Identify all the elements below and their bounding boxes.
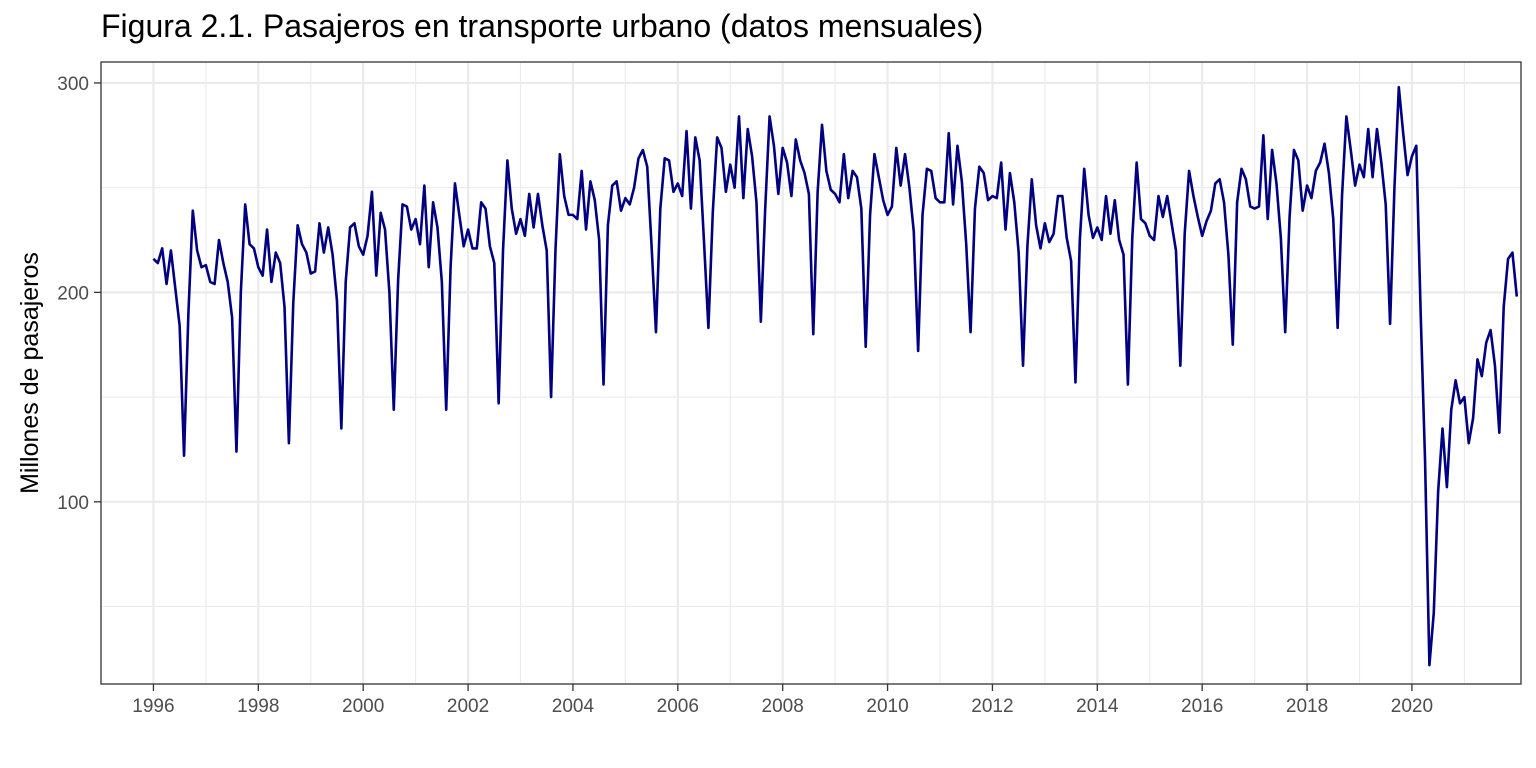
x-tick-label: 1998 [237,696,279,717]
x-tick-label: 2020 [1391,696,1433,717]
series-line-0 [152,85,1519,667]
y-axis-title: Millones de pasajeros [16,252,44,494]
x-tick-label: 2004 [552,696,595,717]
x-tick-label: 2000 [342,696,384,717]
series-layer [152,85,1519,667]
major-gridlines [101,62,1521,684]
x-tick-label: 2018 [1286,696,1328,717]
x-tick-label: 2014 [1076,696,1119,717]
plot-panel-border [100,61,1522,685]
x-axis: 1996 1998 2000 2002 2004 2006 2008 2010 2012 2014… [132,684,1433,717]
y-tick-label: 200 [57,283,89,304]
x-tick-label: 1996 [132,696,174,717]
x-tick-label: 2002 [447,696,489,717]
y-axis: 100 200 300 [57,74,101,514]
minor-gridlines [101,62,1521,684]
y-tick-label: 100 [57,493,89,514]
x-tick-label: 2006 [657,696,699,717]
x-tick-label: 2008 [762,696,804,717]
y-tick-label: 300 [57,74,89,95]
x-tick-label: 2010 [866,696,908,717]
chart-title: Figura 2.1. Pasajeros en transporte urba… [101,8,984,44]
x-tick-label: 2012 [971,696,1013,717]
x-tick-label: 2016 [1181,696,1223,717]
